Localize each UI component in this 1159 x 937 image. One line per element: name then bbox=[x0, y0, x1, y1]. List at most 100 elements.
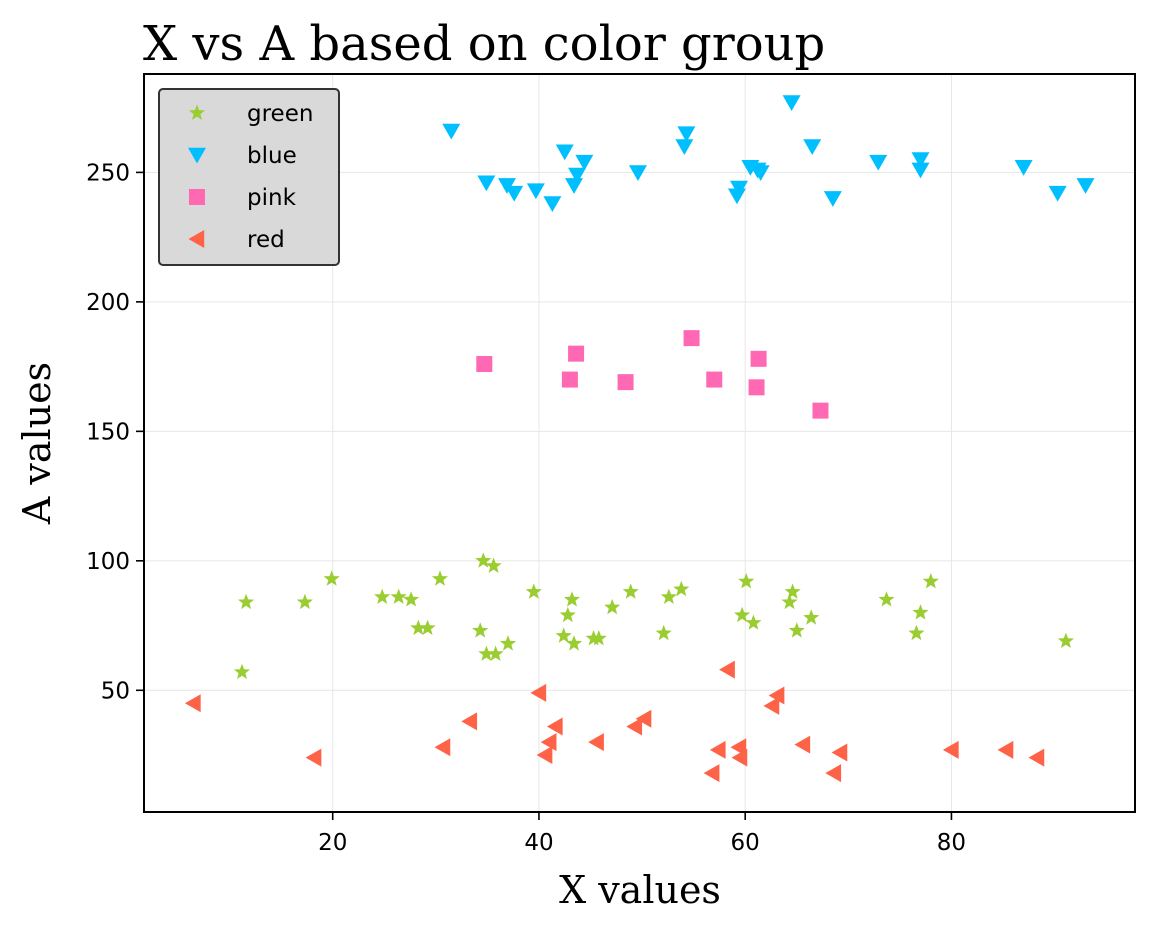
green-point bbox=[323, 570, 340, 586]
green-point bbox=[788, 622, 805, 638]
data-points bbox=[184, 95, 1095, 783]
red-point bbox=[1028, 748, 1045, 767]
legend-label-pink: pink bbox=[247, 185, 297, 211]
red-point bbox=[434, 738, 451, 757]
red-point bbox=[703, 764, 720, 783]
x-tick-label: 40 bbox=[524, 830, 553, 856]
green-point bbox=[590, 630, 607, 646]
blue-point bbox=[869, 154, 888, 171]
red-point bbox=[942, 740, 959, 759]
legend: green blue pink red bbox=[158, 88, 340, 266]
green-point bbox=[912, 604, 929, 620]
blue-point bbox=[911, 152, 930, 169]
red-point bbox=[635, 709, 652, 728]
blue-point bbox=[565, 178, 584, 194]
blue-point bbox=[568, 167, 587, 184]
green-point bbox=[374, 588, 391, 604]
legend-marker-pink bbox=[189, 189, 205, 205]
red-point bbox=[731, 748, 748, 767]
green-point bbox=[563, 591, 580, 607]
blue-point bbox=[675, 139, 694, 156]
pink-point bbox=[561, 371, 578, 388]
green-point bbox=[238, 593, 255, 610]
y-tick-label: 100 bbox=[86, 549, 130, 575]
blue-point bbox=[628, 165, 647, 181]
blue-point bbox=[1048, 185, 1067, 202]
red-point bbox=[997, 740, 1014, 759]
red-point bbox=[184, 694, 201, 713]
legend-marker-blue bbox=[188, 147, 206, 164]
blue-point bbox=[555, 144, 574, 161]
green-point bbox=[410, 619, 427, 635]
red-point bbox=[719, 660, 735, 679]
green-point bbox=[781, 593, 798, 610]
green-point bbox=[472, 622, 489, 638]
green-point bbox=[878, 591, 895, 607]
green-point bbox=[922, 573, 939, 589]
green-point bbox=[745, 614, 762, 630]
red-point bbox=[546, 717, 563, 736]
red-point bbox=[588, 733, 604, 752]
green-point bbox=[784, 583, 801, 599]
green-point bbox=[565, 635, 583, 651]
green-point bbox=[622, 583, 639, 599]
red-point bbox=[794, 735, 811, 754]
y-tick-label: 250 bbox=[86, 160, 130, 186]
green-point bbox=[525, 583, 542, 599]
x-tick-label: 60 bbox=[731, 830, 760, 856]
green-point bbox=[1057, 632, 1074, 648]
red-point bbox=[305, 748, 322, 767]
blue-point bbox=[1076, 178, 1095, 194]
green-point bbox=[660, 588, 677, 604]
blue-point bbox=[1014, 160, 1033, 176]
red-point bbox=[709, 740, 726, 759]
y-tick-label: 50 bbox=[101, 678, 130, 704]
red-point bbox=[536, 746, 553, 765]
green-point bbox=[499, 635, 517, 651]
y-axis-label: A values bbox=[15, 362, 59, 525]
chart-title: X vs A based on color group bbox=[143, 16, 825, 72]
blue-point bbox=[803, 139, 822, 156]
green-point bbox=[478, 645, 495, 661]
green-point bbox=[403, 591, 420, 607]
blue-point bbox=[575, 154, 594, 171]
x-tick-label: 20 bbox=[318, 830, 347, 856]
green-point bbox=[559, 606, 576, 623]
green-point bbox=[555, 627, 572, 643]
green-point bbox=[803, 609, 820, 625]
y-tick-label: 150 bbox=[86, 419, 130, 445]
green-point bbox=[475, 552, 492, 568]
pink-point bbox=[812, 402, 829, 419]
green-point bbox=[655, 624, 672, 641]
green-point bbox=[390, 588, 407, 604]
legend-label-green: green bbox=[247, 101, 313, 127]
green-point bbox=[419, 619, 436, 635]
red-point bbox=[768, 686, 785, 705]
pink-point bbox=[683, 330, 700, 347]
green-point bbox=[734, 606, 751, 623]
pink-point bbox=[706, 371, 723, 388]
x-axis-label: X values bbox=[559, 868, 721, 912]
blue-point bbox=[911, 162, 930, 179]
blue-point bbox=[751, 165, 770, 181]
red-point bbox=[763, 696, 780, 715]
legend-marker-red bbox=[188, 230, 205, 248]
red-point bbox=[530, 683, 547, 702]
blue-point bbox=[526, 183, 545, 200]
green-point bbox=[738, 573, 755, 589]
plot-area-frame bbox=[143, 73, 1136, 813]
blue-point bbox=[823, 191, 842, 207]
blue-point bbox=[442, 123, 461, 140]
green-point bbox=[604, 598, 621, 615]
y-tick-label: 200 bbox=[86, 290, 130, 316]
blue-point bbox=[782, 95, 801, 112]
pink-point bbox=[476, 356, 493, 373]
red-point bbox=[825, 764, 842, 783]
green-point bbox=[485, 557, 502, 573]
red-point bbox=[626, 717, 643, 736]
green-point bbox=[673, 580, 690, 597]
red-point bbox=[540, 733, 557, 752]
x-tick-label: 80 bbox=[937, 830, 966, 856]
